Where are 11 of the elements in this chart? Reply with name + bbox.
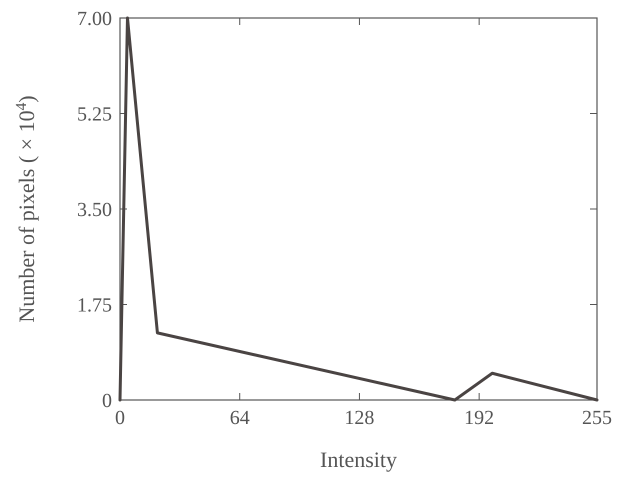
x-tick-label: 128 — [344, 407, 374, 429]
x-tick-label: 192 — [464, 407, 494, 429]
y-tick-label: 3.50 — [77, 199, 112, 221]
y-tick-label: 7.00 — [77, 8, 112, 30]
x-tick-label: 255 — [582, 407, 612, 429]
line-series — [118, 16, 598, 402]
x-tick-label: 64 — [230, 407, 250, 429]
x-axis-title: Intensity — [320, 447, 397, 472]
y-tick-label: 5.25 — [77, 104, 112, 126]
y-tick-label: 1.75 — [77, 294, 112, 316]
y-tick-label: 0 — [102, 390, 112, 412]
